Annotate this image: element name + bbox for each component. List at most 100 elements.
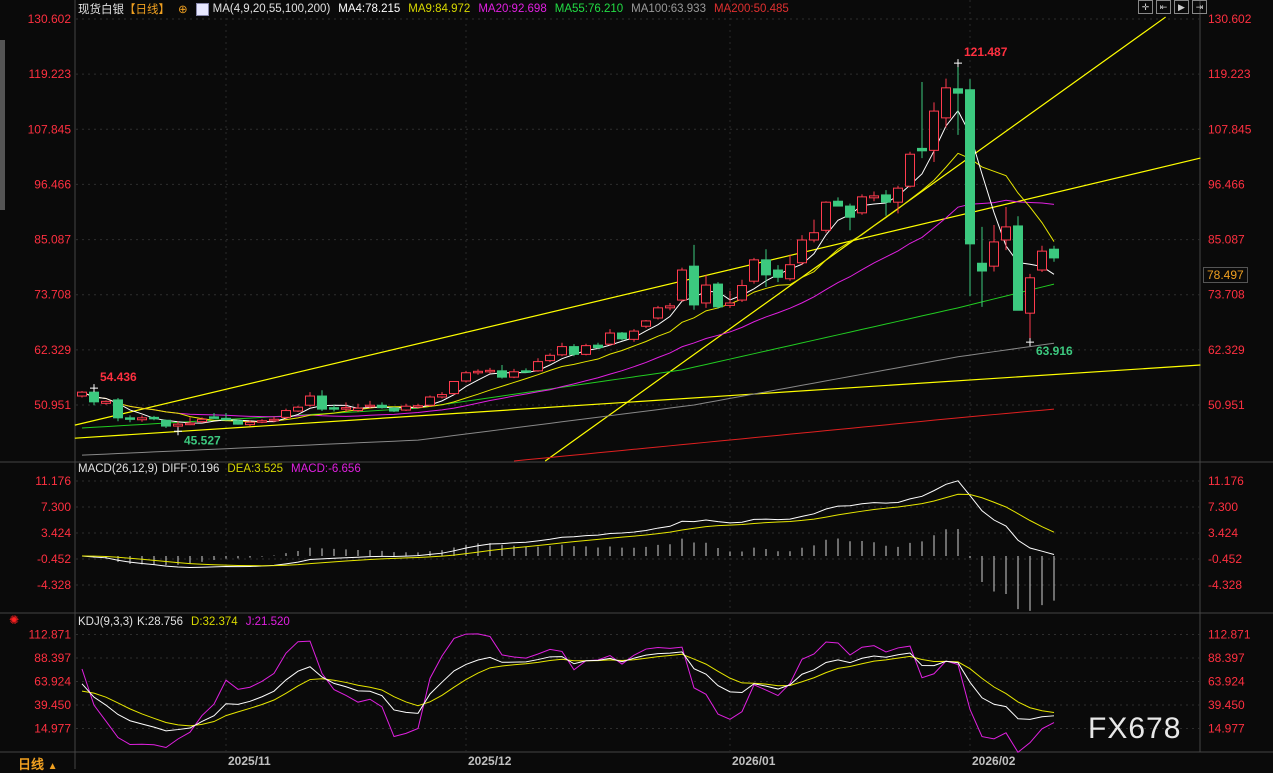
candle-body [545,354,555,362]
macd-tick-right: 7.300 [1208,500,1238,514]
kdj-settings-icon[interactable]: ✺ [9,613,20,627]
extreme-marker [954,59,962,68]
kdj-d-line [81,653,1055,727]
candle-body [329,407,339,410]
kdj-j-value: J:21.520 [245,616,290,628]
triangle-up-icon: ▲ [47,761,58,772]
candle [377,402,387,409]
extreme-marker [1026,338,1034,347]
candle-body [869,195,879,199]
kdj-d-value: D:32.374 [191,616,238,628]
candle-body [557,346,567,356]
candle-body [209,416,219,419]
candle [749,257,759,284]
candle-body [77,391,87,397]
crosshair-icon[interactable]: ✛ [1138,0,1153,14]
price-tick-right: 130.602 [1208,12,1252,26]
macd-diff-line [81,480,1055,568]
candle-body [1001,226,1011,241]
candle-body [257,420,267,423]
indicator-chart-icon[interactable] [195,2,209,16]
candle [425,395,435,407]
candle-body [413,405,423,408]
candle-body [665,305,675,309]
price-tick-right: 96.466 [1208,177,1245,191]
candle [641,319,651,329]
candle-body [845,205,855,218]
extreme-marker [90,384,98,393]
macd-diff-value: DIFF:0.196 [161,463,220,475]
price-tick-left: 50.951 [34,398,71,412]
candle [149,415,159,421]
price-tick-right: 85.087 [1208,233,1245,247]
candle-body [917,147,927,152]
extreme-label: 45.527 [184,433,221,447]
instrument-name: 现货白银 [78,4,124,16]
candle [605,329,615,346]
macd-header: MACD(26,12,9) DIFF:0.196 DEA:3.525 MACD:… [78,463,361,475]
move-right-icon[interactable]: ⇥ [1192,0,1207,14]
candle-body [809,232,819,241]
candle-body [905,153,915,187]
candle [509,368,519,379]
candle-body [365,404,375,408]
candle-body [521,370,531,373]
candle-body [737,285,747,301]
candle [401,403,411,412]
candle-body [689,265,699,306]
candle [293,405,303,413]
candle [677,267,687,302]
current-price-tag: 78.497 [1203,267,1248,283]
ma9-line [81,152,1055,423]
candle [989,224,999,272]
crosshair-toggle-icon[interactable]: ⊕ [178,4,188,16]
candle-body [1037,250,1047,271]
candle [785,254,795,281]
candle [1025,273,1035,343]
candle [413,403,423,409]
candle [797,235,807,266]
candle [1001,207,1011,251]
candle [929,102,939,162]
ma20-line [81,199,1055,418]
candle-body [677,269,687,301]
candle [545,353,555,363]
date-axis-label: 2026/02 [972,754,1016,768]
price-tick-right: 119.223 [1208,67,1251,81]
price-tick-right: 73.708 [1208,288,1245,302]
zoom-in-icon[interactable]: ⇤ [1156,0,1171,14]
candle [1037,245,1047,272]
period-selector[interactable]: 日线 ▲ [18,754,58,773]
candle [977,226,987,307]
kdj-k-line [81,651,1055,732]
candle-body [233,420,243,425]
candle-body [941,87,951,119]
candle-body [221,417,231,421]
left-scrollbar[interactable] [0,40,5,210]
extreme-marker [174,427,182,436]
period-tag[interactable]: 【日线】 [124,4,170,16]
ma20-value: MA20:92.698 [478,3,547,15]
candle-body [821,201,831,231]
candle [761,249,771,287]
kdj-tick-left: 63.924 [34,675,71,689]
candle-body [833,200,843,207]
candle [257,419,267,424]
candle-body [173,423,183,427]
play-icon[interactable]: ▶ [1174,0,1189,14]
candle-body [389,407,399,412]
kdj-tick-left: 14.977 [34,721,71,735]
ma55-line [81,283,1055,429]
candle [281,408,291,420]
ma55-value: MA55:76.210 [554,3,624,15]
kdj-header: KDJ(9,3,3) K:28.756 D:32.374 J:21.520 [78,616,290,628]
candle [485,367,495,374]
candle [305,392,315,407]
candle [353,403,363,413]
kdj-tick-right: 112.871 [1208,628,1251,642]
date-axis-label: 2026/01 [732,754,776,768]
candle-body [977,262,987,272]
macd-tick-left: -4.328 [37,578,71,592]
candle-body [101,400,111,404]
